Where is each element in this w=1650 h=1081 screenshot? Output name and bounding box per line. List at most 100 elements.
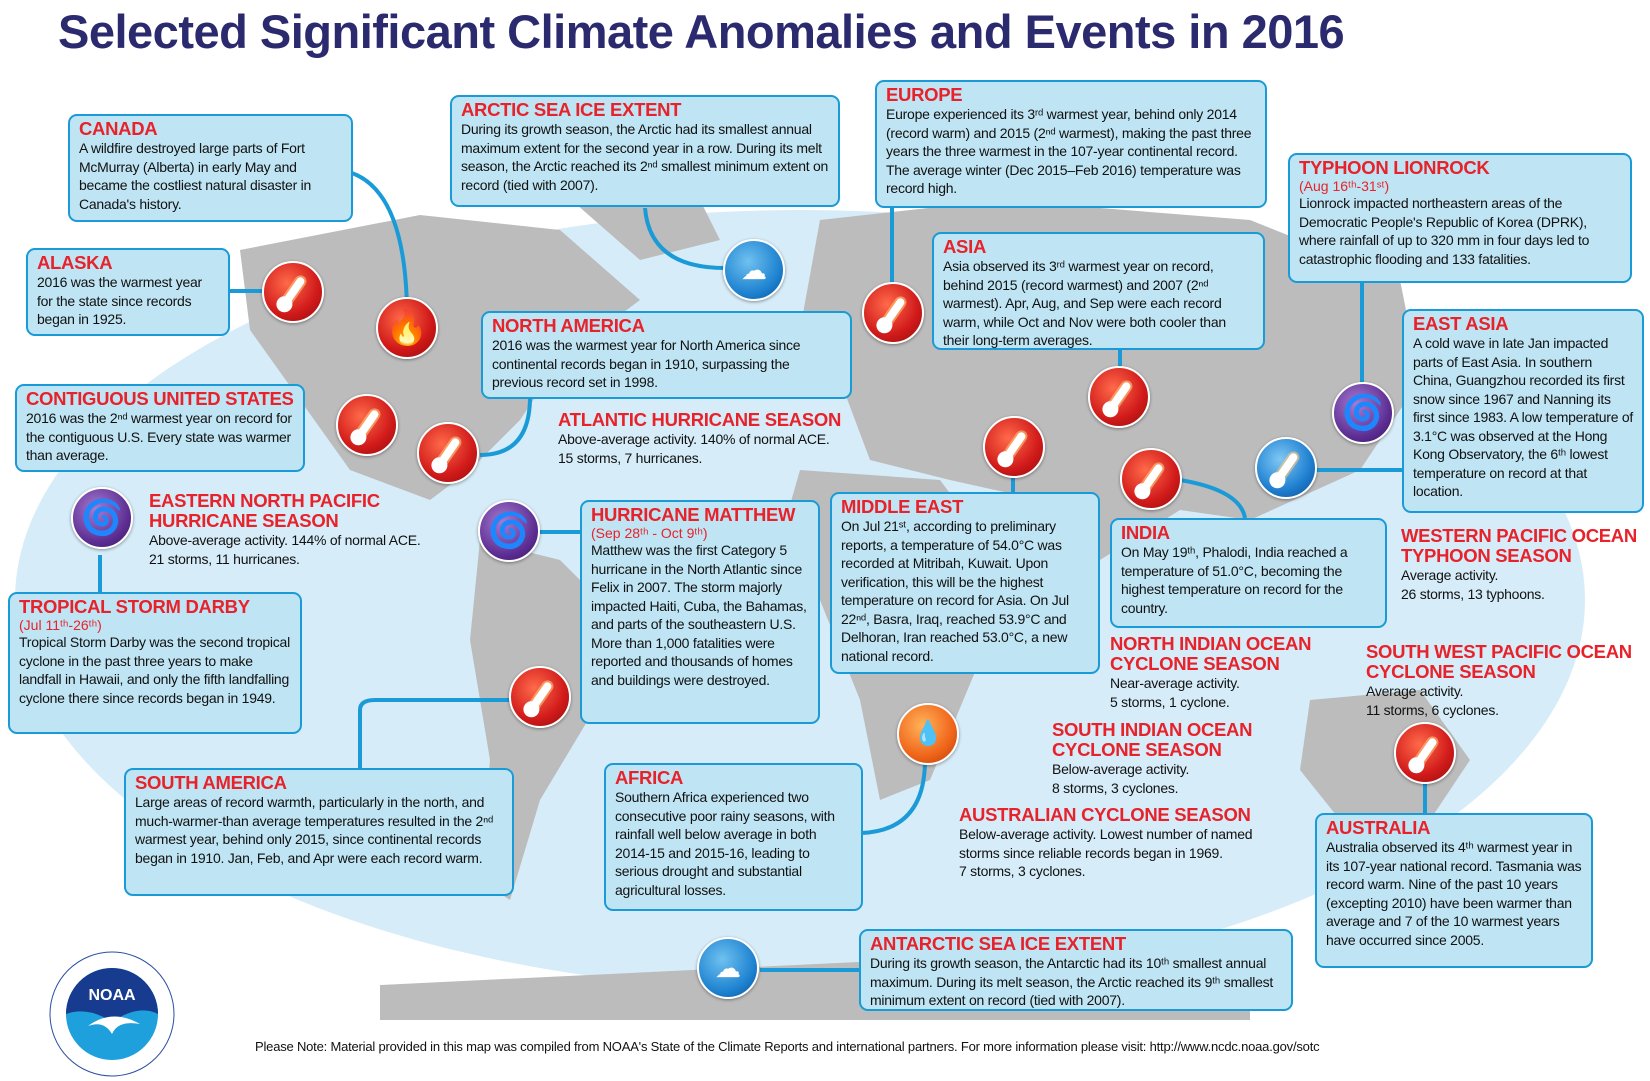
thermometer-hot-icon [262,261,324,323]
box-text: On Jul 21ˢᵗ, according to preliminary re… [841,518,1069,664]
logo-text: NOAA [88,987,136,1004]
box-title: TYPHOON LIONROCK [1299,157,1490,178]
middle-east-box: MIDDLE EAST On Jul 21ˢᵗ, according to pre… [830,492,1100,674]
box-text: A wildfire destroyed large parts of Fort… [79,140,312,212]
hurricane-icon: 🌀 [478,500,540,562]
australian-cyclone-season-note: AUSTRALIAN CYCLONE SEASON Below-average a… [959,805,1279,881]
season-title: SOUTH WEST PACIFIC OCEAN CYCLONE SEASON [1366,641,1632,682]
footer-note: Please Note: Material provided in this m… [255,1039,1320,1054]
drought-icon: 💧 [897,703,959,765]
sea-ice-icon: ☁ [697,937,759,999]
thermometer-cold-icon [1255,437,1317,499]
box-title: MIDDLE EAST [841,496,964,517]
box-title: NORTH AMERICA [492,315,645,336]
thermometer-hot-icon [1088,366,1150,428]
box-title: HURRICANE MATTHEW [591,504,796,525]
east-asia-box: EAST ASIA A cold wave in late Jan impacte… [1402,309,1644,513]
fire-icon: 🔥 [376,297,438,359]
south-west-pacific-season-note: SOUTH WEST PACIFIC OCEAN CYCLONE SEASON A… [1366,642,1641,719]
box-text: 2016 was the warmest year for the state … [37,274,202,327]
box-title: TROPICAL STORM DARBY [19,596,250,617]
hurricane-matthew-box: HURRICANE MATTHEW (Sep 28ᵗʰ - Oct 9ᵗʰ) Mat… [580,500,820,724]
box-title: EAST ASIA [1413,313,1509,334]
season-counts: 21 storms, 11 hurricanes. [149,550,300,567]
season-activity: Above-average activity. 144% of normal A… [149,532,421,548]
box-text: Southern Africa experienced two consecut… [615,789,835,898]
hurricane-icon: 🌀 [71,487,133,549]
box-dates: (Sep 28ᵗʰ - Oct 9ᵗʰ) [591,525,708,541]
season-activity: Below-average activity. Lowest number of… [959,826,1253,861]
box-title: AUSTRALIA [1326,817,1431,838]
arctic-box: ARCTIC SEA ICE EXTENT During its growth s… [450,95,840,207]
antarctic-box: ANTARCTIC SEA ICE EXTENT During its growt… [859,929,1293,1011]
thermometer-hot-icon [336,394,398,456]
box-title: EUROPE [886,84,963,105]
season-title: AUSTRALIAN CYCLONE SEASON [959,804,1251,825]
season-counts: 11 storms, 6 cyclones. [1366,701,1499,718]
canada-box: CANADA A wildfire destroyed large parts o… [68,114,353,222]
eastern-north-pacific-season-note: EASTERN NORTH PACIFIC HURRICANE SEASON Ab… [149,490,421,568]
south-indian-ocean-season-note: SOUTH INDIAN OCEAN CYCLONE SEASON Below-a… [1052,720,1277,797]
sea-ice-icon: ☁ [723,239,785,301]
typhoon-lionrock-box: TYPHOON LIONROCK (Aug 16ᵗʰ-31ˢᵗ) Lionrock … [1288,153,1632,283]
connector-lines [98,168,1427,972]
thermometer-hot-icon [862,282,924,344]
box-title: INDIA [1121,522,1170,543]
contiguous-us-box: CONTIGUOUS UNITED STATES 2016 was the 2ⁿᵈ… [15,384,305,472]
india-box: INDIA On May 19ᵗʰ, Phalodi, India reached… [1110,518,1387,628]
season-title: WESTERN PACIFIC OCEAN TYPHOON SEASON [1401,525,1637,566]
box-text: On May 19ᵗʰ, Phalodi, India reached a te… [1121,544,1348,616]
box-text: During its growth season, the Antarctic … [870,955,1274,1008]
page-title: Selected Significant Climate Anomalies a… [58,5,1345,58]
europe-box: EUROPE Europe experienced its 3ʳᵈ warmest… [875,80,1267,208]
greenland-land [560,190,720,260]
box-text: Australia observed its 4ᵗʰ warmest year … [1326,839,1582,948]
noaa-logo: NOAA [49,951,175,1077]
season-counts: 15 storms, 7 hurricanes. [558,449,703,466]
north-indian-ocean-season-note: NORTH INDIAN OCEAN CYCLONE SEASON Near-av… [1110,634,1330,711]
thermometer-hot-icon [1394,722,1456,784]
box-title: ARCTIC SEA ICE EXTENT [461,99,682,120]
thermometer-hot-icon [509,666,571,728]
box-title: CANADA [79,118,158,139]
season-activity: Below-average activity. [1052,761,1190,777]
season-activity: Average activity. [1401,567,1499,583]
thermometer-hot-icon [417,422,479,484]
box-title: AFRICA [615,767,684,788]
tropical-storm-darby-box: TROPICAL STORM DARBY (Jul 11ᵗʰ-26ᵗʰ) Tropi… [8,592,302,734]
box-text: 2016 was the 2ⁿᵈ warmest year on record … [26,410,292,463]
thermometer-hot-icon [983,416,1045,478]
box-text: 2016 was the warmest year for North Amer… [492,337,801,390]
season-counts: 5 storms, 1 cyclone. [1110,693,1230,710]
box-text: A cold wave in late Jan impacted parts o… [1413,335,1634,499]
box-dates: (Aug 16ᵗʰ-31ˢᵗ) [1299,178,1390,194]
season-counts: 7 storms, 3 cyclones. [959,863,1086,879]
africa-box: AFRICA Southern Africa experienced two co… [604,763,863,911]
box-dates: (Jul 11ᵗʰ-26ᵗʰ) [19,617,102,633]
season-title: ATLANTIC HURRICANE SEASON [558,409,842,430]
box-title: ALASKA [37,252,113,273]
box-title: ANTARCTIC SEA ICE EXTENT [870,933,1126,954]
box-text: Lionrock impacted northeastern areas of … [1299,195,1590,267]
season-title: EASTERN NORTH PACIFIC HURRICANE SEASON [149,490,380,531]
season-counts: 8 storms, 3 cyclones. [1052,779,1179,796]
box-text: Matthew was the first Category 5 hurrica… [591,542,807,688]
asia-box: ASIA Asia observed its 3ʳᵈ warmest year o… [932,232,1265,350]
season-counts: 26 storms, 13 typhoons. [1401,585,1545,602]
season-title: SOUTH INDIAN OCEAN CYCLONE SEASON [1052,719,1253,760]
season-activity: Above-average activity. 140% of normal A… [558,431,830,447]
box-text: Europe experienced its 3ʳᵈ warmest year,… [886,106,1252,196]
box-title: CONTIGUOUS UNITED STATES [26,388,294,409]
box-text: Large areas of record warmth, particular… [135,794,493,866]
box-text: During its growth season, the Arctic had… [461,121,829,193]
box-title: ASIA [943,236,986,257]
thermometer-hot-icon [1120,448,1182,510]
north-america-box: NORTH AMERICA 2016 was the warmest year f… [481,311,852,399]
alaska-box: ALASKA 2016 was the warmest year for the … [26,248,230,336]
atlantic-season-note: ATLANTIC HURRICANE SEASON Above-average a… [558,410,898,467]
australia-box: AUSTRALIA Australia observed its 4ᵗʰ warm… [1315,813,1593,968]
box-title: SOUTH AMERICA [135,772,287,793]
hurricane-icon: 🌀 [1332,382,1394,444]
western-pacific-season-note: WESTERN PACIFIC OCEAN TYPHOON SEASON Aver… [1401,526,1646,603]
season-activity: Average activity. [1366,683,1464,699]
